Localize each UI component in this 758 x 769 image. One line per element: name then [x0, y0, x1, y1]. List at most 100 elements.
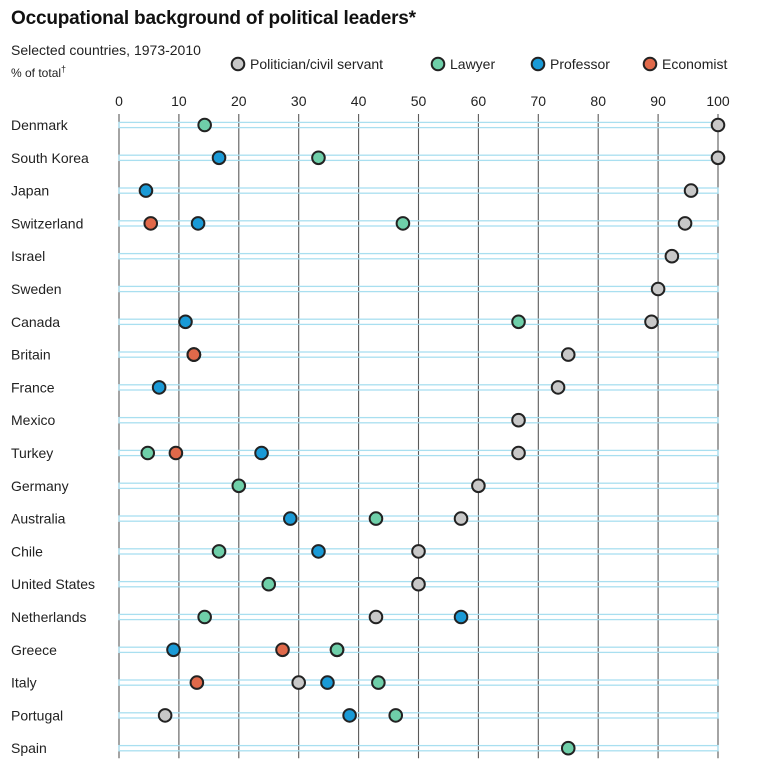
country-label-switzerland: Switzerland: [11, 215, 83, 231]
country-label-japan: Japan: [11, 183, 49, 199]
x-tick-label-20: 20: [231, 93, 247, 109]
legend-marker-professor: [530, 56, 546, 72]
country-label-italy: Italy: [11, 675, 37, 691]
dot-politician-civil-servant-germany: [471, 478, 486, 494]
dot-politician-civil-servant-chile: [411, 544, 426, 559]
row-line-germany: [118, 482, 719, 490]
dot-professor-switzerland: [190, 216, 206, 231]
dot-lawyer-netherlands: [197, 609, 212, 625]
dot-professor-chile: [311, 544, 326, 559]
dot-politician-civil-servant-south-korea: [710, 150, 726, 166]
dot-politician-civil-servant-sweden: [650, 281, 666, 297]
dot-politician-civil-servant-portugal: [157, 708, 173, 723]
dot-professor-australia: [283, 511, 298, 526]
dot-lawyer-canada: [511, 314, 526, 330]
dot-politician-civil-servant-italy: [291, 675, 307, 690]
country-label-south-korea: South Korea: [11, 150, 89, 166]
row-line-spain: [118, 744, 719, 752]
row-line-mexico: [118, 416, 719, 424]
country-label-netherlands: Netherlands: [11, 609, 87, 625]
dot-lawyer-denmark: [197, 117, 212, 133]
row-line-italy: [118, 679, 719, 686]
country-label-mexico: Mexico: [11, 412, 56, 428]
country-label-canada: Canada: [11, 314, 60, 330]
chart-subtitle: Selected countries, 1973-2010: [11, 42, 201, 58]
dot-professor-france: [151, 380, 167, 395]
country-label-israel: Israel: [11, 248, 45, 264]
x-tick-label-40: 40: [351, 93, 367, 109]
row-line-switzerland: [118, 220, 719, 227]
x-tick-label-60: 60: [471, 93, 487, 109]
country-label-australia: Australia: [11, 511, 66, 527]
row-line-netherlands: [118, 613, 719, 621]
dot-politician-civil-servant-canada: [644, 314, 659, 330]
country-label-sweden: Sweden: [11, 281, 62, 297]
x-tick-label-70: 70: [531, 93, 547, 109]
dot-lawyer-portugal: [388, 708, 404, 723]
row-line-turkey: [118, 449, 719, 457]
dot-economist-britain: [186, 347, 202, 362]
legend-marker-politician-civil-servant: [230, 56, 246, 72]
unit-label: % of total†: [11, 64, 66, 80]
dot-economist-switzerland: [143, 216, 159, 231]
dot-politician-civil-servant-turkey: [511, 445, 526, 461]
dot-lawyer-germany: [231, 478, 247, 494]
country-label-chile: Chile: [11, 543, 43, 559]
legend-label-lawyer: Lawyer: [450, 56, 495, 72]
unit-text: % of total: [11, 66, 62, 80]
country-label-turkey: Turkey: [11, 445, 53, 461]
row-line-japan: [118, 187, 719, 194]
row-line-portugal: [118, 712, 719, 719]
row-line-canada: [118, 318, 719, 326]
dot-lawyer-switzerland: [395, 216, 411, 231]
x-tick-label-0: 0: [115, 93, 123, 109]
row-line-britain: [118, 351, 719, 358]
dot-lawyer-greece: [329, 642, 345, 658]
country-label-france: France: [11, 379, 55, 395]
row-line-france: [118, 384, 719, 391]
chart-title: Occupational background of political lea…: [11, 8, 416, 29]
dot-professor-italy: [320, 675, 335, 690]
dot-politician-civil-servant-israel: [664, 248, 680, 264]
dot-lawyer-united-states: [261, 576, 277, 592]
dot-politician-civil-servant-france: [550, 380, 566, 395]
x-tick-label-80: 80: [590, 93, 606, 109]
country-label-united-states: United States: [11, 576, 95, 592]
row-line-sweden: [118, 285, 719, 293]
dot-politician-civil-servant-united-states: [411, 576, 426, 592]
dot-lawyer-turkey: [140, 445, 156, 461]
dot-economist-turkey: [168, 445, 184, 461]
dot-politician-civil-servant-britain: [560, 347, 576, 362]
dot-professor-greece: [166, 642, 181, 658]
dot-professor-japan: [138, 183, 154, 198]
dot-professor-canada: [178, 314, 193, 330]
dot-professor-netherlands: [453, 609, 469, 625]
x-tick-label-100: 100: [706, 93, 730, 109]
legend-label-professor: Professor: [550, 56, 610, 72]
x-tick-label-90: 90: [650, 93, 666, 109]
dot-professor-turkey: [254, 445, 269, 461]
country-label-germany: Germany: [11, 478, 69, 494]
country-label-greece: Greece: [11, 642, 57, 658]
dot-politician-civil-servant-netherlands: [368, 609, 384, 625]
dot-economist-italy: [189, 675, 205, 690]
row-line-australia: [118, 515, 719, 522]
dot-politician-civil-servant-switzerland: [677, 216, 693, 231]
dot-professor-south-korea: [211, 150, 227, 166]
row-line-greece: [118, 646, 719, 654]
country-label-spain: Spain: [11, 740, 47, 756]
x-tick-label-10: 10: [171, 93, 187, 109]
dot-lawyer-italy: [371, 675, 386, 690]
dot-politician-civil-servant-japan: [683, 183, 699, 198]
dot-professor-portugal: [342, 708, 357, 723]
dot-lawyer-south-korea: [311, 150, 326, 166]
legend-marker-economist: [642, 56, 658, 72]
legend-marker-lawyer: [430, 56, 446, 72]
dot-lawyer-chile: [211, 544, 227, 559]
legend-label-economist: Economist: [662, 56, 727, 72]
dot-politician-civil-servant-australia: [453, 511, 469, 526]
country-label-britain: Britain: [11, 347, 51, 363]
x-tick-label-50: 50: [411, 93, 427, 109]
dot-politician-civil-servant-denmark: [710, 117, 726, 133]
